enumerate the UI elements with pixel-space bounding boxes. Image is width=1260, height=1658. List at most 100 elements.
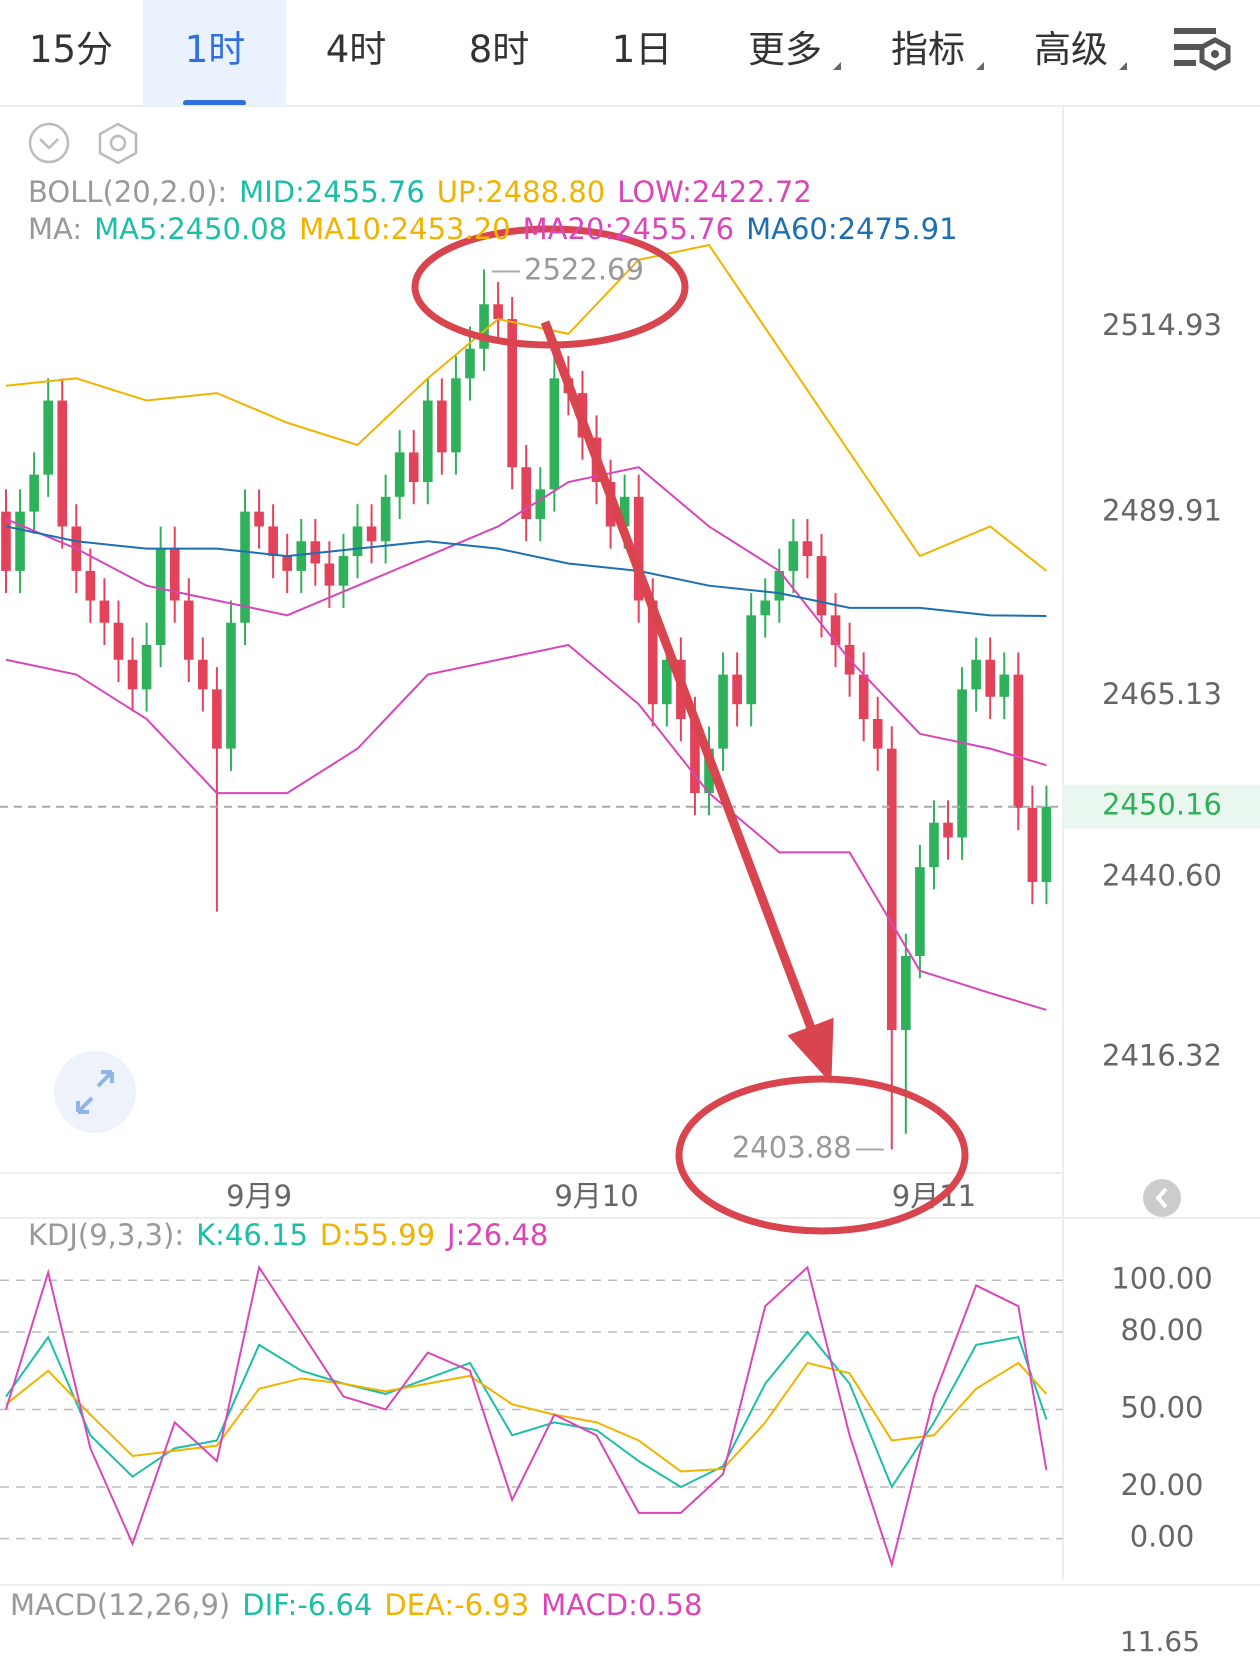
y-tick-label: 20.00: [1120, 1468, 1203, 1502]
kdj-line: [5, 1330, 1048, 1490]
indicator-line: [5, 243, 1048, 572]
candle-body: [127, 659, 138, 690]
dropdown-indicator: [976, 62, 984, 70]
candle-body: [212, 689, 222, 749]
candle-body: [886, 748, 897, 1031]
candle-body: [85, 570, 96, 601]
x-tick-label: 9月10: [554, 1179, 638, 1213]
legend-entry: MA:: [28, 212, 83, 246]
candle-body: [394, 452, 405, 497]
settings-hex-button[interactable]: [98, 122, 138, 165]
y-tick-label: 80.00: [1120, 1313, 1203, 1347]
candle-body: [155, 548, 166, 645]
tab[interactable]: 1时: [184, 28, 246, 71]
candle-body: [521, 467, 532, 520]
candle-body: [760, 600, 771, 616]
legend-entry: D:55.99: [319, 1218, 436, 1252]
y-tick-label: 0.00: [1130, 1520, 1195, 1554]
indicator-line: [5, 466, 1047, 767]
y-tick-label: 100.00: [1111, 1261, 1212, 1295]
candle-body: [732, 674, 742, 705]
candle-body: [43, 400, 53, 475]
legend-entry: KDJ(9,3,3):: [28, 1218, 185, 1252]
candle-body: [999, 674, 1010, 697]
candle-body: [408, 452, 419, 483]
tab[interactable]: 4时: [325, 28, 387, 71]
candle-body: [268, 526, 278, 557]
candle-body: [352, 526, 363, 557]
settings-icon[interactable]: [1174, 28, 1231, 71]
candle-body: [169, 548, 180, 601]
candle-body: [915, 867, 925, 957]
candle-body: [830, 615, 841, 645]
candle-body: [493, 304, 503, 320]
annotation-arrow: [540, 320, 816, 1030]
candle-body: [619, 496, 630, 527]
candle-body: [183, 600, 194, 660]
candle-body: [240, 511, 250, 623]
candle-body: [1027, 807, 1038, 882]
candle-body: [858, 674, 869, 720]
icon-dot: [1211, 50, 1219, 58]
legend-entry: J:26.48: [447, 1218, 549, 1252]
candle-body: [254, 511, 264, 527]
dropdown-indicator: [1119, 62, 1127, 70]
legend-row: KDJ(9,3,3): K:46.15 D:55.99 J:26.48: [28, 1218, 560, 1252]
candle-body: [1013, 674, 1024, 808]
candle-body: [549, 378, 560, 490]
candle-body: [647, 600, 658, 705]
legend-entry: DIF:-6.64: [242, 1588, 373, 1622]
y-tick-label: 50.00: [1120, 1390, 1203, 1424]
candle-body: [788, 541, 799, 571]
candle-body: [957, 689, 967, 838]
legend-entry: MA20:2455.76: [522, 212, 735, 246]
candle-body: [704, 748, 714, 794]
kdj-line: [5, 1264, 1048, 1569]
candle-body: [535, 489, 546, 520]
legend-entry: MA10:2453.20: [299, 212, 511, 246]
scroll-latest-button[interactable]: [1143, 1179, 1181, 1217]
legend-entry: LOW:2422.72: [617, 175, 812, 209]
tab[interactable]: 指标: [891, 28, 965, 71]
candle-body: [971, 659, 981, 690]
last-price-bg: [1063, 784, 1260, 829]
x-tick-label: 9月9: [226, 1179, 292, 1213]
selected-tab-bg: [143, 0, 286, 106]
candle-body: [929, 822, 939, 868]
indicator-line: [5, 643, 1047, 1011]
candle-body: [718, 674, 728, 749]
y-tick-label: 2440.60: [1102, 858, 1222, 892]
tab[interactable]: 1日: [611, 28, 673, 71]
candle-body: [872, 719, 883, 749]
candle-body: [282, 556, 292, 571]
expand-button[interactable]: [54, 1051, 136, 1133]
candle-body: [901, 956, 911, 1031]
candle-body: [366, 526, 377, 542]
candle-body: [507, 319, 517, 468]
legend-row: MA: MA5:2450.08 MA10:2453.20 MA20:2455.76 MA…: [28, 212, 970, 246]
icon-bar: [1174, 60, 1196, 66]
legend-row: MACD(12,26,9) DIF:-6.64 DEA:-6.93 MACD:0.58: [10, 1588, 714, 1622]
candle-body: [423, 400, 433, 483]
candle-body: [15, 511, 25, 571]
tab[interactable]: 8时: [468, 28, 530, 71]
legend-entry: BOLL(20,2.0):: [28, 175, 228, 209]
candle-body: [816, 556, 827, 616]
candle-body: [29, 474, 39, 512]
candle-body: [774, 570, 785, 601]
tab[interactable]: 15分: [28, 28, 114, 71]
candle-body: [479, 304, 489, 349]
legend-entry: MID:2455.76: [239, 175, 425, 209]
candle-body: [141, 644, 152, 690]
x-tick-label: 9月11: [892, 1179, 976, 1213]
y-tick-label: 2514.93: [1102, 308, 1222, 342]
legend-entry: K:46.15: [196, 1218, 308, 1252]
plot-area: 2514.93 2489.91 2465.13 2440.60 2416.32 9月9 9月…: [0, 243, 1260, 1569]
tab[interactable]: 高级: [1034, 28, 1108, 71]
candle-body: [690, 719, 700, 794]
collapse-button[interactable]: [28, 122, 70, 164]
legend-entry: MA5:2450.08: [94, 212, 288, 246]
candle-body: [943, 822, 953, 838]
tab[interactable]: 更多: [748, 28, 822, 71]
